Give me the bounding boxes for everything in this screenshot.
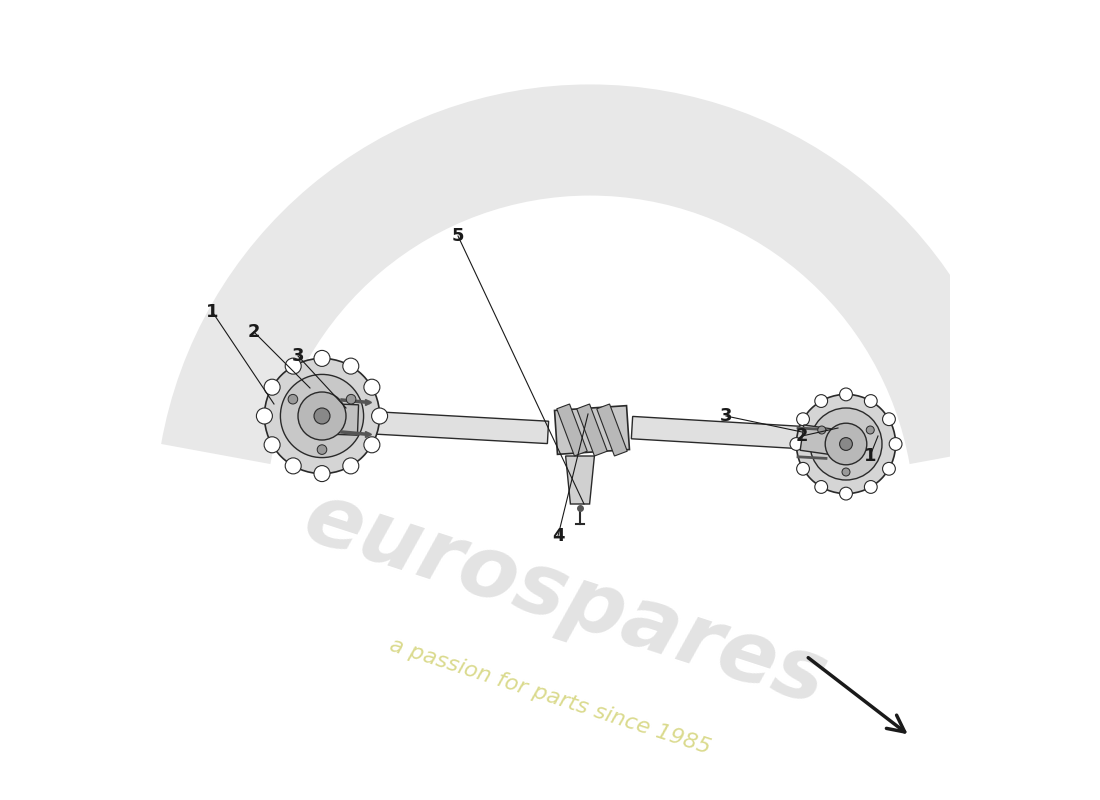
Circle shape <box>825 423 867 465</box>
Polygon shape <box>365 411 549 443</box>
Circle shape <box>343 458 359 474</box>
Circle shape <box>343 358 359 374</box>
Circle shape <box>815 394 827 407</box>
Circle shape <box>790 438 803 450</box>
Circle shape <box>372 408 387 424</box>
Text: 1: 1 <box>206 303 219 321</box>
Circle shape <box>314 350 330 366</box>
Circle shape <box>839 438 853 450</box>
Text: 5: 5 <box>452 227 464 245</box>
Circle shape <box>285 458 301 474</box>
Text: 4: 4 <box>552 527 564 545</box>
Text: 3: 3 <box>719 407 733 425</box>
Text: 1: 1 <box>864 447 877 465</box>
Circle shape <box>796 462 810 475</box>
Circle shape <box>815 481 827 494</box>
Polygon shape <box>565 456 594 504</box>
Circle shape <box>842 468 850 476</box>
Circle shape <box>264 358 380 474</box>
Circle shape <box>314 466 330 482</box>
Circle shape <box>882 413 895 426</box>
Circle shape <box>314 408 330 424</box>
Text: 3: 3 <box>292 347 305 365</box>
Circle shape <box>264 437 280 453</box>
Circle shape <box>796 394 895 494</box>
Circle shape <box>364 379 380 395</box>
Circle shape <box>882 462 895 475</box>
Text: a passion for parts since 1985: a passion for parts since 1985 <box>387 634 713 758</box>
Polygon shape <box>800 425 832 454</box>
Circle shape <box>264 379 280 395</box>
Circle shape <box>346 394 356 404</box>
Polygon shape <box>557 404 587 456</box>
Circle shape <box>839 388 853 401</box>
Polygon shape <box>336 404 359 435</box>
Text: 2: 2 <box>795 427 808 445</box>
Circle shape <box>817 426 826 434</box>
Circle shape <box>866 426 874 434</box>
Circle shape <box>865 394 877 407</box>
Text: 2: 2 <box>248 323 261 341</box>
Circle shape <box>889 438 902 450</box>
Polygon shape <box>554 406 629 454</box>
Polygon shape <box>631 417 803 449</box>
Circle shape <box>839 487 853 500</box>
Circle shape <box>298 392 346 440</box>
Circle shape <box>288 394 298 404</box>
Circle shape <box>865 481 877 494</box>
Polygon shape <box>576 404 607 456</box>
Circle shape <box>285 358 301 374</box>
Polygon shape <box>597 404 627 456</box>
Circle shape <box>796 413 810 426</box>
Text: eurospares: eurospares <box>295 477 838 723</box>
Circle shape <box>317 445 327 454</box>
Circle shape <box>256 408 273 424</box>
Circle shape <box>810 408 882 480</box>
Circle shape <box>364 437 380 453</box>
Circle shape <box>280 374 364 458</box>
